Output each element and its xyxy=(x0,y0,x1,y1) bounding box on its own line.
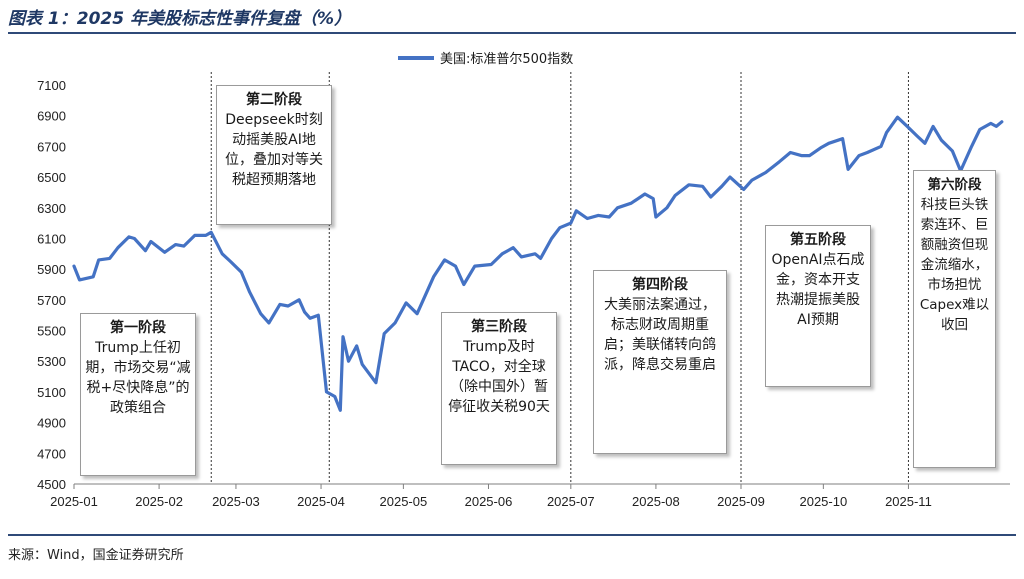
y-tick-label: 4500 xyxy=(37,477,66,492)
y-tick-label: 6300 xyxy=(37,201,66,216)
y-tick-label: 5100 xyxy=(37,385,66,400)
y-tick-label: 5300 xyxy=(37,354,66,369)
stage-6-annotation: 第六阶段 科技巨头铁索连环、巨额融资但现金流缩水，市场担忧Capex难以收回 xyxy=(913,170,996,468)
x-tick-label: 2025-09 xyxy=(717,494,765,509)
x-tick-label: 2025-07 xyxy=(547,494,595,509)
y-tick-label: 4900 xyxy=(37,416,66,431)
stage-5-text: OpenAI点石成金，资本开支热潮提振美股AI预期 xyxy=(771,252,865,328)
stage-2-annotation: 第二阶段 Deepseek时刻动摇美股AI地位，叠加对等关税超预期落地 xyxy=(216,85,332,225)
y-tick-label: 6900 xyxy=(37,109,66,124)
stage-3-title: 第三阶段 xyxy=(471,319,527,335)
x-tick-label: 2025-02 xyxy=(135,494,183,509)
legend-label: 美国:标准普尔500指数 xyxy=(440,52,574,67)
x-tick-label: 2025-06 xyxy=(465,494,513,509)
stage-1-text: Trump上任初期，市场交易“减税+尽快降息”的政策组合 xyxy=(85,340,191,416)
legend-line-swatch xyxy=(398,55,434,60)
y-tick-label: 5500 xyxy=(37,324,66,339)
stage-5-annotation: 第五阶段 OpenAI点石成金，资本开支热潮提振美股AI预期 xyxy=(765,225,871,387)
stage-3-annotation: 第三阶段 Trump及时TACO，对全球（除中国外）暂停征收关税90天 xyxy=(441,312,557,465)
stage-4-text: 大美丽法案通过，标志财政周期重启；美联储转向鸽派，降息交易重启 xyxy=(604,297,716,373)
stage-2-text: Deepseek时刻动摇美股AI地位，叠加对等关税超预期落地 xyxy=(225,112,323,188)
stage-6-text: 科技巨头铁索连环、巨额融资但现金流缩水，市场担忧Capex难以收回 xyxy=(919,197,990,333)
source-note: 来源：Wind，国金证券研究所 xyxy=(8,548,184,563)
y-tick-label: 5900 xyxy=(37,262,66,277)
x-tick-label: 2025-03 xyxy=(212,494,260,509)
y-tick-label: 7100 xyxy=(37,78,66,93)
x-tick-label: 2025-04 xyxy=(297,494,345,509)
x-tick-label: 2025-05 xyxy=(380,494,428,509)
y-tick-label: 6700 xyxy=(37,139,66,154)
legend: 美国:标准普尔500指数 xyxy=(398,48,573,67)
x-tick-label: 2025-01 xyxy=(50,494,98,509)
y-tick-label: 5700 xyxy=(37,293,66,308)
x-tick-label: 2025-11 xyxy=(885,494,932,509)
stage-2-title: 第二阶段 xyxy=(246,92,302,108)
y-tick-label: 6500 xyxy=(37,170,66,185)
x-tick-label: 2025-08 xyxy=(632,494,680,509)
y-tick-label: 4700 xyxy=(37,446,66,461)
sp500-series-line xyxy=(72,115,1004,412)
stage-3-text: Trump及时TACO，对全球（除中国外）暂停征收关税90天 xyxy=(448,339,550,415)
top-rule xyxy=(8,32,1016,34)
figure-title: 图表 1：2025 年美股标志性事件复盘（%） xyxy=(8,9,352,29)
stage-6-title: 第六阶段 xyxy=(927,177,982,193)
stage-1-annotation: 第一阶段 Trump上任初期，市场交易“减税+尽快降息”的政策组合 xyxy=(80,313,196,476)
stage-1-title: 第一阶段 xyxy=(110,320,166,336)
bottom-rule xyxy=(8,534,1016,536)
stage-4-title: 第四阶段 xyxy=(632,277,688,293)
stage-4-annotation: 第四阶段 大美丽法案通过，标志财政周期重启；美联储转向鸽派，降息交易重启 xyxy=(593,270,727,454)
x-tick-label: 2025-10 xyxy=(799,494,847,509)
y-tick-label: 6100 xyxy=(37,231,66,246)
stage-5-title: 第五阶段 xyxy=(790,232,846,248)
